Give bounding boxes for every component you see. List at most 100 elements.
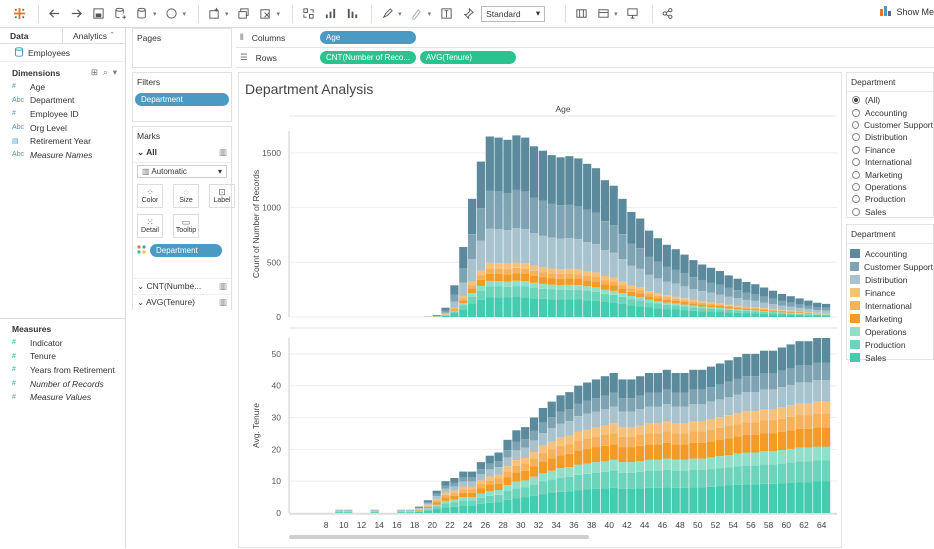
count-bar-segment[interactable]	[742, 311, 750, 313]
tenure-bar-segment[interactable]	[574, 416, 582, 431]
search-icon[interactable]: ⌕	[103, 67, 108, 78]
count-bar-segment[interactable]	[512, 281, 520, 286]
tenure-bar-segment[interactable]	[663, 421, 671, 431]
count-bar-segment[interactable]	[521, 287, 529, 298]
horizontal-scrollbar[interactable]	[289, 535, 589, 539]
tenure-bar-segment[interactable]	[627, 379, 635, 398]
count-bar-segment[interactable]	[618, 282, 626, 286]
tenure-bar-segment[interactable]	[424, 511, 432, 513]
count-bar-segment[interactable]	[751, 294, 759, 301]
tenure-bar-segment[interactable]	[477, 474, 485, 480]
tenure-bar-segment[interactable]	[601, 425, 609, 435]
tenure-bar-segment[interactable]	[512, 482, 520, 489]
count-bar-segment[interactable]	[751, 313, 759, 317]
tenure-bar-segment[interactable]	[539, 446, 547, 453]
count-bar-segment[interactable]	[804, 312, 812, 313]
count-bar-segment[interactable]	[698, 303, 706, 305]
tenure-bar-segment[interactable]	[548, 471, 556, 480]
tenure-bar-segment[interactable]	[459, 493, 467, 498]
field-item[interactable]: #Years from Retirement	[0, 363, 125, 377]
tenure-bar-segment[interactable]	[751, 484, 759, 513]
tenure-bar-segment[interactable]	[680, 460, 688, 471]
tenure-bar-segment[interactable]	[548, 428, 556, 441]
tenure-bar-segment[interactable]	[636, 472, 644, 488]
count-bar-segment[interactable]	[503, 269, 511, 274]
count-bar-segment[interactable]	[645, 291, 653, 294]
tenure-bar-segment[interactable]	[486, 485, 494, 491]
count-bar-segment[interactable]	[627, 244, 635, 266]
count-bar-segment[interactable]	[707, 293, 715, 302]
radio-icon[interactable]	[852, 171, 860, 179]
count-bar-segment[interactable]	[627, 305, 635, 317]
tenure-bar-segment[interactable]	[787, 483, 795, 513]
count-bar-segment[interactable]	[539, 201, 547, 236]
count-bar-segment[interactable]	[672, 303, 680, 305]
tenure-bar-segment[interactable]	[689, 470, 697, 487]
count-bar-segment[interactable]	[503, 287, 511, 298]
filter-option[interactable]: Customer Support	[847, 119, 933, 131]
legend-item[interactable]: Finance	[847, 286, 933, 299]
tenure-bar-segment[interactable]	[751, 354, 759, 376]
tenure-bar-segment[interactable]	[433, 505, 441, 507]
mark-type-select[interactable]: ▥ Automatic ▾	[137, 165, 227, 178]
count-bar-segment[interactable]	[822, 315, 830, 316]
tenure-bar-segment[interactable]	[796, 365, 804, 382]
tenure-bar-segment[interactable]	[707, 487, 715, 513]
count-bar-segment[interactable]	[539, 284, 547, 289]
tenure-bar-segment[interactable]	[610, 373, 618, 393]
tenure-bar-segment[interactable]	[716, 428, 724, 440]
count-bar-segment[interactable]	[645, 275, 653, 291]
tenure-bar-segment[interactable]	[601, 376, 609, 395]
count-bar-segment[interactable]	[778, 310, 786, 311]
color-button[interactable]: ⁘Color	[137, 184, 163, 208]
count-bar-segment[interactable]	[769, 310, 777, 311]
count-bar-segment[interactable]	[822, 316, 830, 317]
tenure-bar-segment[interactable]	[450, 483, 458, 487]
count-bar-segment[interactable]	[645, 257, 653, 275]
count-bar-segment[interactable]	[539, 272, 547, 277]
tenure-bar-segment[interactable]	[618, 428, 626, 437]
tenure-bar-segment[interactable]	[787, 385, 795, 405]
count-bar-segment[interactable]	[804, 313, 812, 314]
count-bar-segment[interactable]	[636, 248, 644, 269]
count-bar-segment[interactable]	[486, 281, 494, 286]
count-bar-segment[interactable]	[601, 180, 609, 221]
count-bar-segment[interactable]	[539, 267, 547, 272]
tenure-bar-segment[interactable]	[424, 507, 432, 508]
count-bar-segment[interactable]	[707, 305, 715, 307]
tenure-bar-segment[interactable]	[574, 475, 582, 490]
tenure-bar-segment[interactable]	[654, 373, 662, 393]
count-bar-segment[interactable]	[822, 304, 830, 308]
count-bar-segment[interactable]	[459, 298, 467, 300]
tenure-bar-segment[interactable]	[707, 457, 715, 469]
tenure-bar-segment[interactable]	[592, 448, 600, 463]
tenure-bar-segment[interactable]	[495, 479, 503, 484]
count-bar-segment[interactable]	[468, 199, 476, 234]
tenure-bar-segment[interactable]	[468, 493, 476, 498]
tenure-bar-segment[interactable]	[486, 480, 494, 485]
tenure-bar-segment[interactable]	[335, 512, 343, 513]
tenure-bar-segment[interactable]	[450, 500, 458, 503]
tenure-bar-segment[interactable]	[433, 491, 441, 494]
tenure-bar-segment[interactable]	[610, 488, 618, 513]
tenure-bar-segment[interactable]	[495, 490, 503, 495]
tenure-bar-segment[interactable]	[450, 503, 458, 507]
tenure-bar-segment[interactable]	[618, 462, 626, 473]
count-bar-segment[interactable]	[548, 268, 556, 273]
rows-shelf[interactable]: ☰Rows CNT(Number of Reco... AVG(Tenure)	[236, 48, 934, 68]
count-bar-segment[interactable]	[592, 244, 600, 272]
tenure-bar-segment[interactable]	[459, 497, 467, 500]
tenure-bar-segment[interactable]	[459, 482, 467, 487]
tenure-bar-segment[interactable]	[645, 407, 653, 424]
tenure-bar-segment[interactable]	[468, 506, 476, 513]
count-bar-segment[interactable]	[778, 294, 786, 301]
tenure-bar-segment[interactable]	[725, 455, 733, 467]
tenure-bar-segment[interactable]	[486, 470, 494, 477]
count-bar-segment[interactable]	[618, 289, 626, 294]
field-item[interactable]: ▤Retirement Year	[0, 134, 125, 148]
count-bar-segment[interactable]	[486, 286, 494, 297]
count-bar-segment[interactable]	[813, 303, 821, 307]
tenure-bar-segment[interactable]	[822, 380, 830, 401]
tenure-bar-segment[interactable]	[548, 442, 556, 450]
